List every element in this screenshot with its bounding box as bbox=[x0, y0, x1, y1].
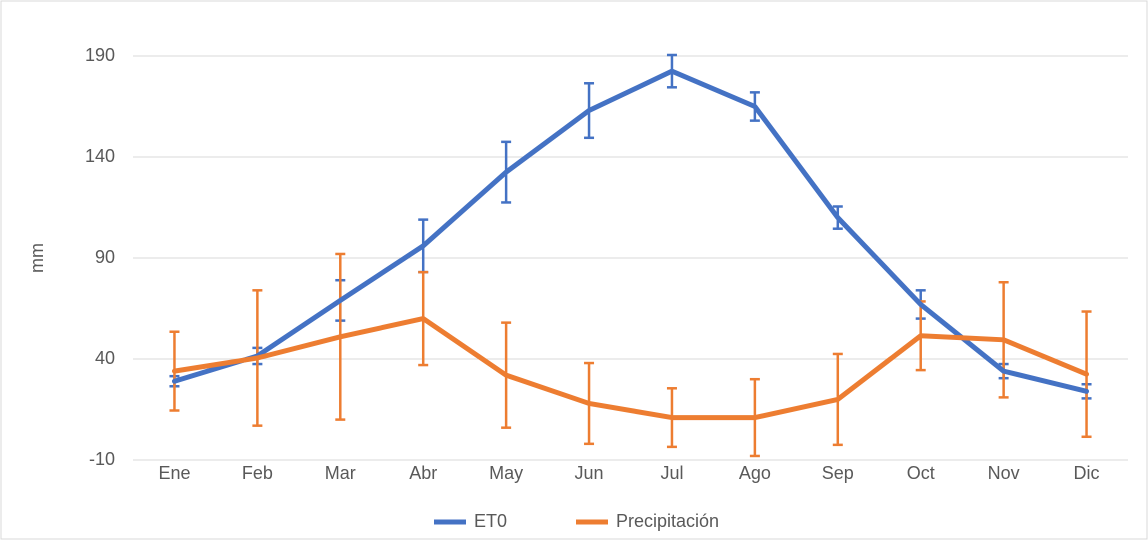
y-tick-label: 40 bbox=[95, 348, 115, 368]
y-tick-label: 140 bbox=[85, 146, 115, 166]
series-line bbox=[171, 316, 1090, 421]
x-tick-label: Jul bbox=[660, 463, 683, 483]
x-tick-label: Nov bbox=[988, 463, 1020, 483]
x-tick-label: Sep bbox=[822, 463, 854, 483]
y-axis-label: mm bbox=[27, 243, 47, 273]
x-tick-label: Ago bbox=[739, 463, 771, 483]
x-tick-label: Jun bbox=[575, 463, 604, 483]
y-tick-label: -10 bbox=[89, 449, 115, 469]
x-tick-label: Oct bbox=[907, 463, 935, 483]
y-tick-label: 190 bbox=[85, 45, 115, 65]
x-tick-label: Dic bbox=[1074, 463, 1100, 483]
series-line bbox=[171, 68, 1090, 394]
x-tick-label: May bbox=[489, 463, 523, 483]
y-tick-label: 90 bbox=[95, 247, 115, 267]
x-tick-label: Abr bbox=[409, 463, 437, 483]
legend-label: Precipitación bbox=[616, 511, 719, 531]
legend-label: ET0 bbox=[474, 511, 507, 531]
x-tick-label: Mar bbox=[325, 463, 356, 483]
x-tick-label: Feb bbox=[242, 463, 273, 483]
x-tick-label: Ene bbox=[158, 463, 190, 483]
